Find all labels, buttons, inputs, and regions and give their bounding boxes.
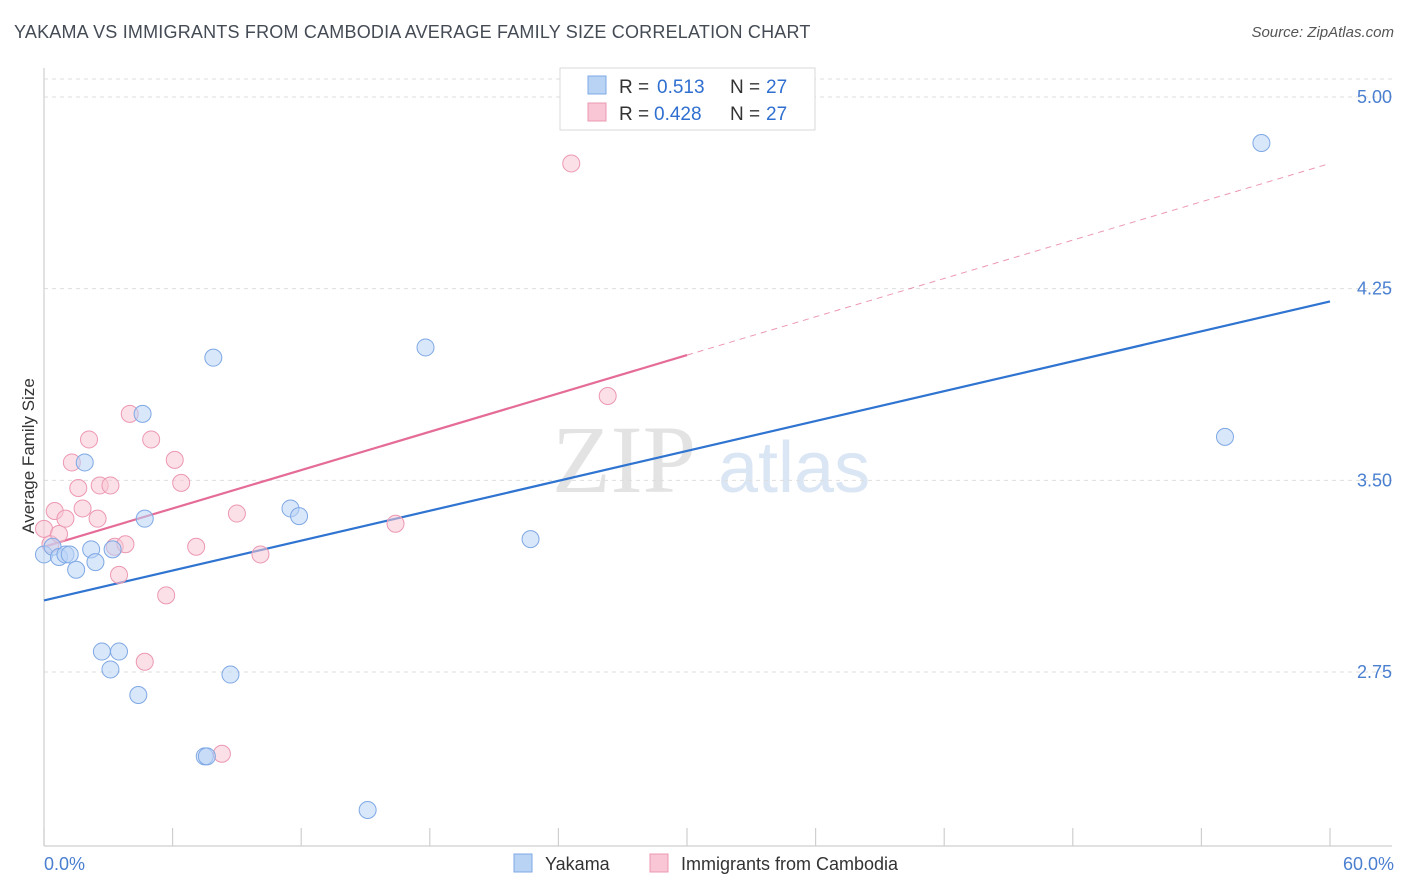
point-cambodia xyxy=(251,545,270,564)
y-tick-label: 3.50 xyxy=(1357,470,1392,490)
x-tick-label-min: 0.0% xyxy=(44,854,85,874)
trend-lines xyxy=(43,162,1331,602)
point-yakama xyxy=(1252,134,1271,152)
point-yakama xyxy=(416,338,435,357)
legend-n-value-yakama: 27 xyxy=(766,77,787,98)
y-tick-label: 5.00 xyxy=(1357,87,1392,107)
point-cambodia xyxy=(88,509,107,528)
legend-swatch-cambodia xyxy=(587,102,607,122)
point-cambodia xyxy=(187,537,206,556)
point-yakama xyxy=(75,453,94,472)
source-label: Source: ZipAtlas.com xyxy=(1251,24,1394,41)
point-cambodia xyxy=(386,514,405,533)
point-yakama xyxy=(60,545,79,564)
bottom-legend-label-yakama: Yakama xyxy=(545,854,611,874)
legend-n-label-cambodia: N = xyxy=(730,104,760,125)
legend-r-label-cambodia: R = xyxy=(619,104,649,125)
point-cambodia xyxy=(598,387,617,405)
grid-lines xyxy=(44,78,1392,673)
point-cambodia xyxy=(69,479,88,497)
x-tick-label-max: 60.0% xyxy=(1343,854,1394,874)
point-yakama xyxy=(221,665,240,684)
legend-swatch-yakama xyxy=(587,75,607,95)
point-yakama xyxy=(1215,427,1234,446)
watermark-atlas: atlas xyxy=(718,428,870,508)
bottom-legend-label-cambodia: Immigrants from Cambodia xyxy=(681,854,899,874)
point-yakama xyxy=(101,660,120,679)
point-cambodia xyxy=(73,499,92,518)
series-legend: Yakama Immigrants from Cambodia xyxy=(513,853,899,874)
point-cambodia xyxy=(135,652,154,671)
legend-r-label-yakama: R = xyxy=(619,77,649,98)
point-cambodia xyxy=(56,509,75,528)
correlation-legend: R = 0.513 N = 27 R = 0.428 N = 27 xyxy=(559,67,816,131)
point-cambodia xyxy=(101,476,120,495)
point-yakama xyxy=(358,801,377,819)
trendline-cambodia-extension xyxy=(686,162,1331,356)
point-cambodia xyxy=(562,154,581,173)
point-yakama xyxy=(197,747,216,766)
legend-r-value-cambodia: 0.428 xyxy=(654,104,702,125)
point-yakama xyxy=(135,509,154,528)
bottom-legend-swatch-cambodia xyxy=(649,853,669,873)
point-yakama xyxy=(133,404,152,423)
point-cambodia xyxy=(110,565,129,584)
point-yakama xyxy=(110,642,129,661)
point-yakama xyxy=(129,686,148,704)
chart-title: YAKAMA VS IMMIGRANTS FROM CAMBODIA AVERA… xyxy=(14,22,811,42)
point-yakama xyxy=(290,507,309,526)
y-tick-label: 4.25 xyxy=(1357,279,1392,299)
point-cambodia xyxy=(227,504,246,523)
point-cambodia xyxy=(142,430,161,449)
point-yakama xyxy=(86,553,105,572)
point-cambodia xyxy=(80,430,99,449)
point-cambodia xyxy=(212,744,231,763)
point-yakama xyxy=(521,530,540,549)
point-cambodia xyxy=(172,473,191,492)
trendline-yakama xyxy=(43,300,1331,602)
point-cambodia xyxy=(165,450,184,469)
y-axis-label: Average Family Size xyxy=(19,378,38,534)
point-yakama xyxy=(103,540,122,559)
data-points xyxy=(35,134,1271,819)
x-ticks xyxy=(43,828,1331,846)
legend-r-value-yakama: 0.513 xyxy=(657,77,705,98)
axes xyxy=(43,68,1392,847)
y-tick-labels: 5.00 4.25 3.50 2.75 xyxy=(1357,87,1392,682)
legend-n-value-cambodia: 27 xyxy=(766,104,787,125)
point-yakama xyxy=(67,560,86,579)
point-cambodia xyxy=(157,586,176,605)
point-yakama xyxy=(204,348,223,367)
y-tick-label: 2.75 xyxy=(1357,662,1392,682)
point-yakama xyxy=(92,642,111,661)
point-cambodia xyxy=(35,519,53,538)
bottom-legend-swatch-yakama xyxy=(513,853,533,873)
watermark-zip: ZIP xyxy=(552,406,696,513)
legend-n-label-yakama: N = xyxy=(730,77,760,98)
